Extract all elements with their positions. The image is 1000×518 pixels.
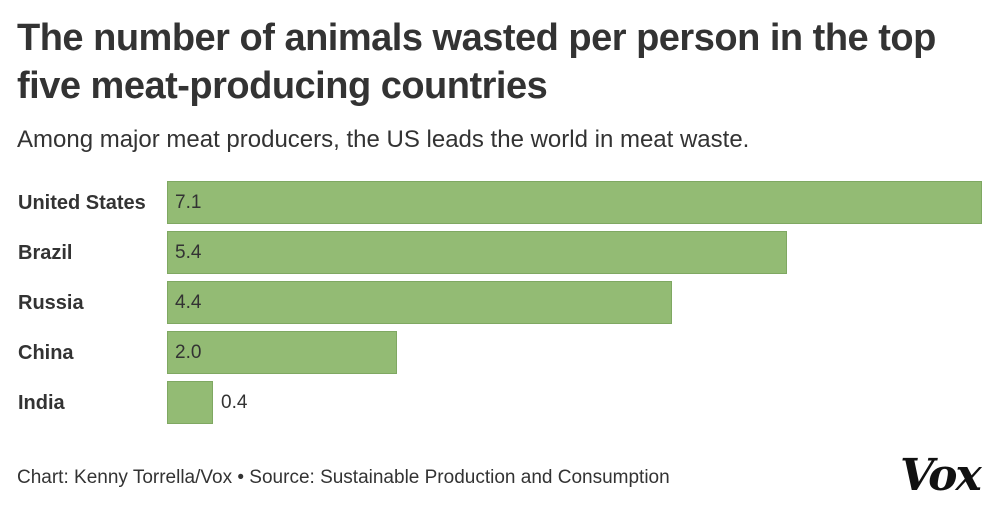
bar-value-label: 2.0 [175,342,202,363]
bar [167,181,982,224]
chart-title: The number of animals wasted per person … [17,17,936,107]
chart-subtitle: Among major meat producers, the US leads… [17,126,750,153]
category-label: Russia [18,292,84,314]
bar-row: China 2.0 [0,331,1000,375]
bar-row: United States 7.1 [0,181,1000,225]
bar-chart: United States 7.1 Brazil 5.4 Russia 4.4 China 2… [0,176,1000,431]
bar [167,331,397,374]
bar-value-label: 0.4 [221,392,248,413]
category-label: India [18,392,65,414]
vox-logo: Vox [900,450,982,501]
bar-row: Russia 4.4 [0,281,1000,325]
bar [167,381,213,424]
bar-row: India 0.4 [0,381,1000,425]
bar-value-label: 4.4 [175,292,202,313]
category-label: China [18,342,74,364]
bar-value-label: 5.4 [175,242,202,263]
bar-value-label: 7.1 [175,192,202,213]
bar [167,231,787,274]
bar [167,281,672,324]
category-label: United States [18,192,146,214]
bar-row: Brazil 5.4 [0,231,1000,275]
source-credit: Chart: Kenny Torrella/Vox • Source: Sust… [17,467,670,488]
category-label: Brazil [18,242,73,264]
